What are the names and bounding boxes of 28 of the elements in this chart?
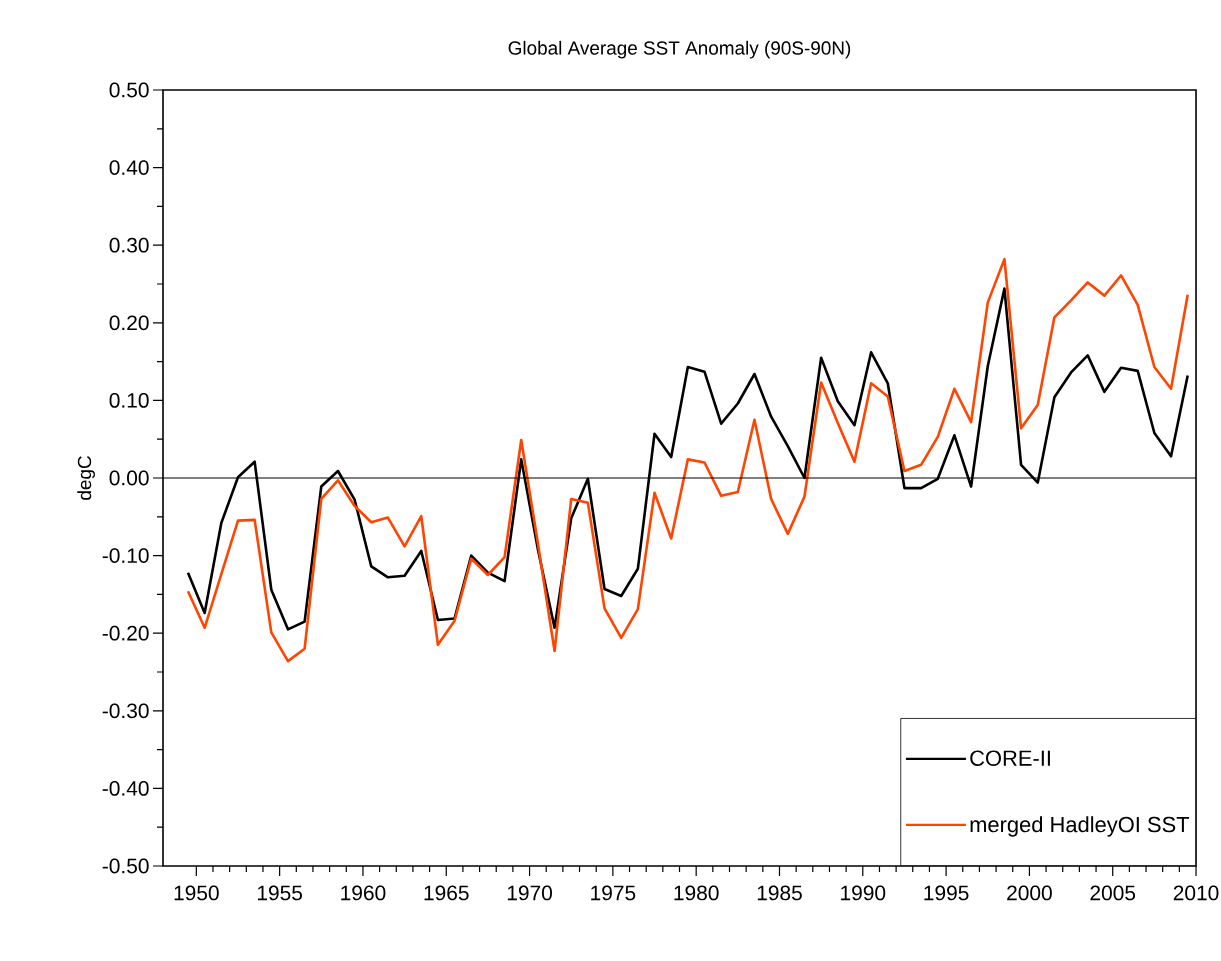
legend-label: merged HadleyOI SST: [970, 816, 1190, 837]
y-tick-label: 0.20: [109, 315, 149, 331]
legend-label: CORE-II: [970, 750, 1050, 766]
y-axis-title: degC: [77, 456, 95, 500]
y-tick-label: 0.00: [109, 470, 149, 486]
x-tick-label: 1965: [424, 885, 469, 901]
x-tick-label: 1975: [591, 885, 636, 901]
y-tick-label: -0.50: [102, 858, 149, 874]
x-tick-label: 1970: [507, 885, 552, 901]
chart-title: Global Average SST Anomaly (90S-90N): [508, 40, 851, 59]
x-tick-label: 1960: [341, 885, 386, 901]
y-tick-label: 0.40: [109, 160, 149, 175]
x-tick-label: 2010: [1173, 885, 1219, 901]
x-tick-label: 2005: [1090, 885, 1136, 901]
x-tick-label: 1995: [924, 885, 969, 901]
x-tick-label: 1955: [257, 885, 303, 901]
x-tick-label: 1980: [674, 885, 719, 901]
x-tick-label: 1990: [841, 885, 886, 901]
x-tick-label: 1950: [174, 885, 219, 901]
y-tick-label: -0.40: [102, 780, 149, 796]
x-tick-label: 1985: [757, 885, 802, 901]
x-tick-label: 2000: [1007, 885, 1052, 901]
y-tick-label: -0.30: [102, 703, 149, 719]
y-tick-label: -0.20: [102, 625, 149, 641]
y-tick-label: 0.30: [109, 237, 149, 253]
y-tick-label: 0.10: [109, 392, 149, 408]
y-tick-label: -0.10: [102, 548, 149, 563]
y-tick-label: 0.50: [109, 82, 149, 98]
